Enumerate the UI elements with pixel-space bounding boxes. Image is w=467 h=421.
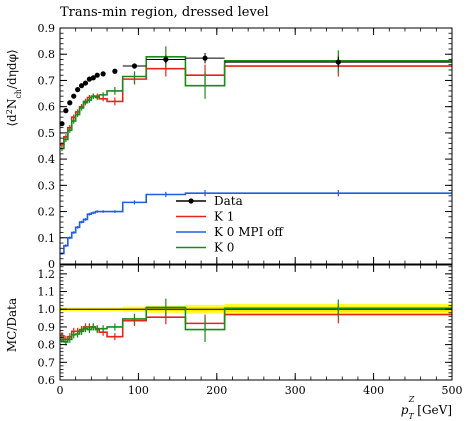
y-tick-label: 0.3: [38, 179, 56, 192]
data-point: [63, 108, 69, 114]
data-point: [202, 55, 208, 61]
data-point: [94, 72, 100, 78]
ratio-frame: [59, 264, 453, 381]
k0-mpi-off-line: [60, 192, 452, 255]
data-point: [90, 75, 96, 81]
y-tick-label: 0.6: [38, 101, 56, 114]
x-tick-label: 500: [442, 384, 463, 397]
x-axis-label: pTZ[GeV]: [401, 395, 452, 421]
legend-label: K 0: [214, 241, 234, 255]
x-tick-label: 300: [285, 384, 306, 397]
ratio-y-tick-label: 1.2: [38, 268, 56, 281]
data-series: [59, 52, 452, 127]
k1-series: [60, 55, 452, 148]
ratio-axis-label: MC/Data: [5, 298, 19, 352]
y-tick-label: 0.8: [38, 48, 56, 61]
y-tick-label: 0.4: [38, 153, 56, 166]
y-tick-label: 0.5: [38, 127, 56, 140]
legend: Data K 1K 0 MPI off K 0: [176, 194, 284, 255]
y-tick-label: 0.9: [38, 22, 56, 35]
legend-label: Data: [214, 194, 243, 208]
k0-series: [60, 46, 452, 152]
data-point: [82, 80, 89, 86]
data-point: [71, 93, 77, 99]
y-axis-label-text: ⟨d2Nch/dηdφ⟩: [5, 49, 23, 126]
data-point: [75, 87, 81, 93]
main-panel: 0 0.1 0.2 0.3 0.4 0.5 0.6 0.7 0.8 0.9 Data K 1K 0 M…: [38, 22, 453, 271]
ratio-y-tick-label: 0.6: [38, 374, 56, 387]
ratio-y-tick-label: 0.8: [38, 339, 56, 352]
ratio-y-tick-label: 1.0: [38, 303, 56, 316]
y-tick-label: 0.7: [38, 74, 56, 87]
legend-label: K 1: [214, 210, 234, 224]
x-tick-label: 200: [206, 384, 227, 397]
main-frame: [59, 27, 453, 265]
ratio-y-tick-label: 0.9: [38, 321, 56, 334]
data-point: [131, 63, 138, 69]
data-point: [78, 83, 85, 89]
k1-line: [60, 65, 452, 146]
chart-title: Trans-min region, dressed level: [60, 5, 269, 20]
x-tick-label: 0: [57, 384, 64, 397]
data-point: [67, 100, 73, 106]
k0-mpi-off-series: [60, 190, 452, 255]
data-point: [86, 76, 92, 82]
x-axis-label-main: p: [401, 403, 409, 417]
x-tick-label: 400: [363, 384, 384, 397]
data-point: [335, 59, 341, 65]
data-point: [100, 71, 106, 77]
k0-line: [60, 56, 452, 150]
ratio-k0-series: [60, 298, 452, 346]
data-point: [163, 56, 169, 63]
y-axis-label: ⟨d2Nch/dηdφ⟩: [5, 49, 23, 126]
ratio-y-tick-label: 1.1: [38, 286, 56, 299]
y-tick-label: 0.1: [38, 232, 56, 245]
ratio-k0-line: [60, 306, 452, 343]
x-axis-label-sub: T: [408, 412, 414, 421]
x-axis-label-unit: [GeV]: [417, 403, 452, 417]
legend-swatch-marker: [188, 198, 194, 204]
y-tick-label: 0.2: [38, 206, 56, 219]
ratio-panel: 0.6 0.7 0.8 0.9 1.0 1.1 1.2 0 100 200 300 400 500: [38, 264, 463, 397]
y-tick-label: 0: [48, 258, 55, 271]
x-axis-label-text: pTZ[GeV]: [401, 395, 452, 421]
ratio-y-tick-label: 0.7: [38, 356, 56, 369]
legend-label: K 0 MPI off: [214, 225, 284, 239]
data-point: [112, 68, 118, 74]
x-axis-label-sup: Z: [408, 395, 415, 404]
x-tick-label: 100: [128, 384, 149, 397]
